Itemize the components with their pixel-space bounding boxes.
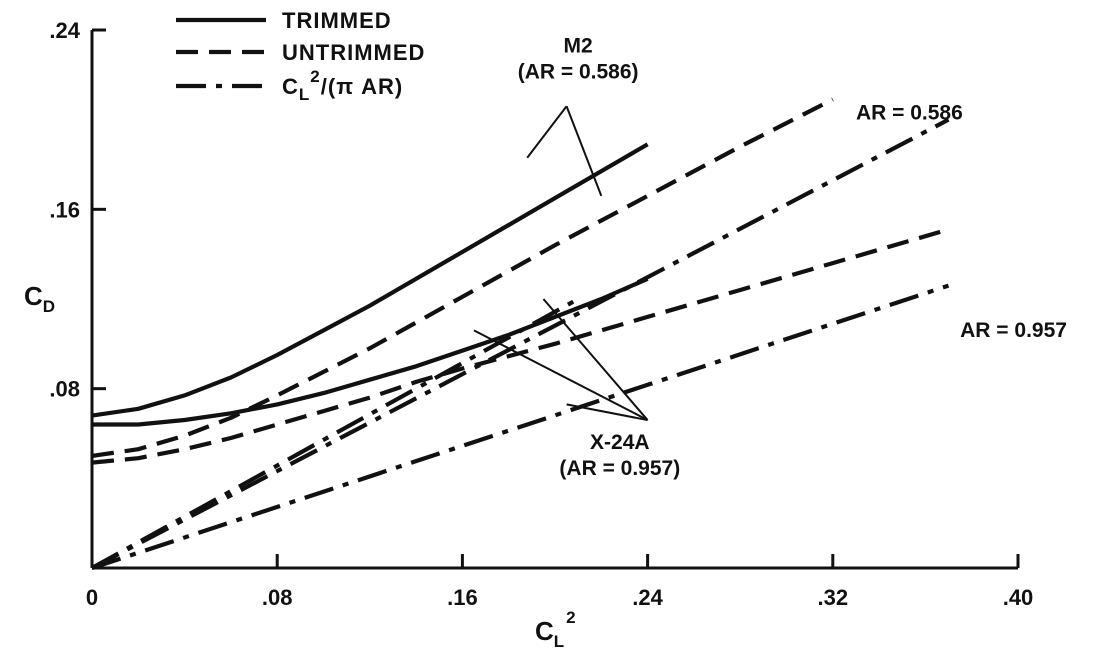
legend-label-dashdot: CL2/(π AR) [282, 67, 403, 104]
x-tick-label: .40 [1003, 585, 1034, 610]
series-line-6 [90, 297, 580, 570]
series-line-3 [91, 117, 950, 570]
leader-line [565, 105, 603, 197]
x-axis-title: CL2 [535, 608, 576, 651]
annotations: M2 (AR = 0.586) AR = 0.586 AR = 0.957 X-24A(… [473, 34, 1067, 480]
leader-line [566, 403, 648, 422]
x-tick-label: .08 [262, 585, 293, 610]
annotation-1: M2 (AR = 0.586) [518, 34, 639, 83]
y-axis-title: CD [24, 281, 55, 316]
series-line-1 [91, 142, 649, 418]
x-tick-label: 0 [86, 585, 98, 610]
annotation-4: X-24A (AR = 0.957) [559, 431, 680, 480]
x-tick-label: .24 [632, 585, 663, 610]
series-line-5 [91, 227, 950, 465]
y-tick-label: .16 [49, 197, 80, 222]
axes [90, 30, 1018, 570]
x-tick-label: .32 [818, 585, 849, 610]
y-tick-label: .08 [49, 377, 80, 402]
leader-line [526, 105, 568, 159]
series [90, 97, 950, 570]
series-line-7 [91, 283, 950, 570]
leader-line [473, 329, 649, 421]
ticks: 0 .08 .16 .24 .32 .40 .08 .16 .24 CL2 CD [24, 18, 1033, 651]
series-line-2 [91, 97, 834, 458]
y-tick-label: .24 [49, 18, 80, 43]
legend-label-dashed: UNTRIMMED [282, 40, 425, 65]
annotation-3: AR = 0.957 [960, 319, 1067, 342]
x-tick-label: .16 [447, 585, 478, 610]
annotation-2: AR = 0.586 [856, 102, 963, 125]
series-line-4 [92, 276, 649, 427]
legend-label-solid: TRIMMED [282, 8, 392, 33]
leader-line [542, 298, 649, 421]
